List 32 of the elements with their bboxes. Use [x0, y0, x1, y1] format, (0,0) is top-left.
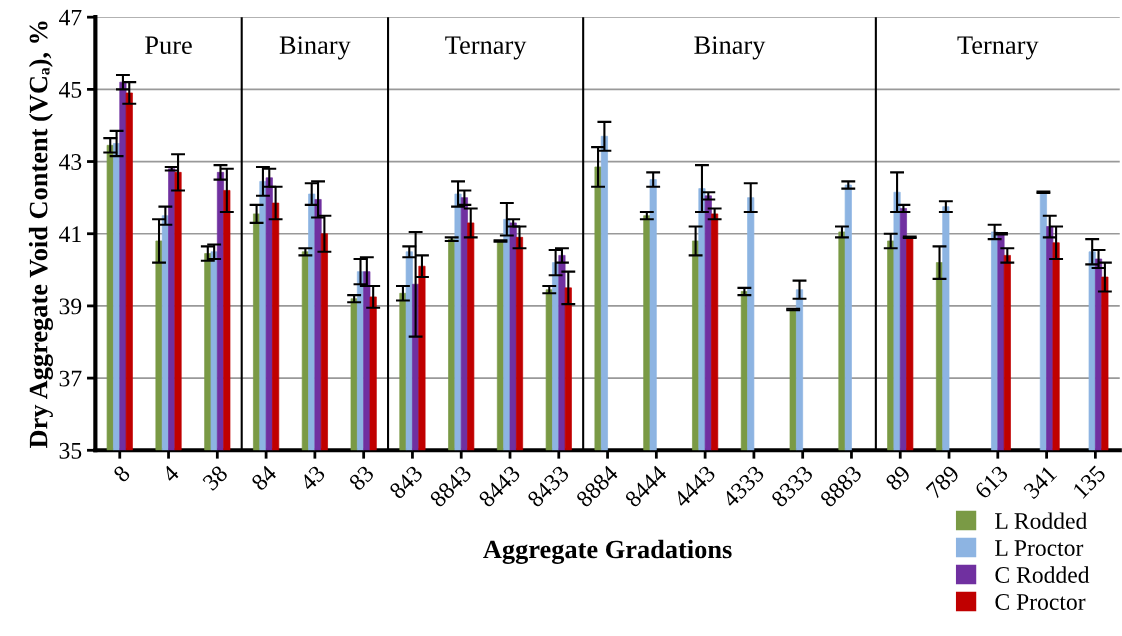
x-tick-label: 789 [925, 464, 961, 500]
legend-label: L Rodded [995, 512, 1088, 529]
x-tick-label: 83 [348, 464, 375, 492]
annotation: Binary [694, 36, 766, 60]
x-tick-label: 4333 [721, 464, 765, 509]
annotation: Binary [279, 36, 351, 60]
y-tick-label: 37 [59, 370, 82, 387]
annotation: Ternary [957, 36, 1039, 60]
x-axis-title: Aggregate Gradations [483, 539, 732, 564]
legend-label: C Proctor [995, 594, 1086, 610]
legend-label: L Proctor [995, 540, 1084, 556]
x-tick-label: 84 [250, 464, 278, 492]
y-tick-label: 45 [59, 82, 82, 98]
x-tick-label: 8 [112, 464, 131, 483]
x-tick-label: 4 [161, 464, 180, 484]
x-tick-label: 38 [201, 464, 229, 492]
y-tick-label: 35 [59, 442, 82, 459]
annotation: Pure [145, 36, 192, 55]
x-tick-label: 4443 [672, 464, 717, 509]
legend-label: C Rodded [995, 566, 1090, 583]
x-tick-label: 135 [1072, 464, 1107, 499]
y-tick-label: 39 [59, 298, 82, 315]
x-tick-label: 89 [884, 464, 912, 492]
x-tick-label: 613 [974, 464, 1009, 500]
y-tick-label: 41 [59, 226, 81, 242]
x-tick-label: 43 [299, 464, 326, 492]
y-axis-title: Dry Aggregate Void Content (VCₐ), % [28, 21, 54, 448]
x-tick-label: 843 [388, 464, 424, 500]
y-tick-label: 47 [59, 9, 82, 26]
y-tick-label: 43 [59, 154, 82, 170]
x-tick-label: 341 [1022, 465, 1058, 500]
annotation: Ternary [445, 36, 527, 60]
